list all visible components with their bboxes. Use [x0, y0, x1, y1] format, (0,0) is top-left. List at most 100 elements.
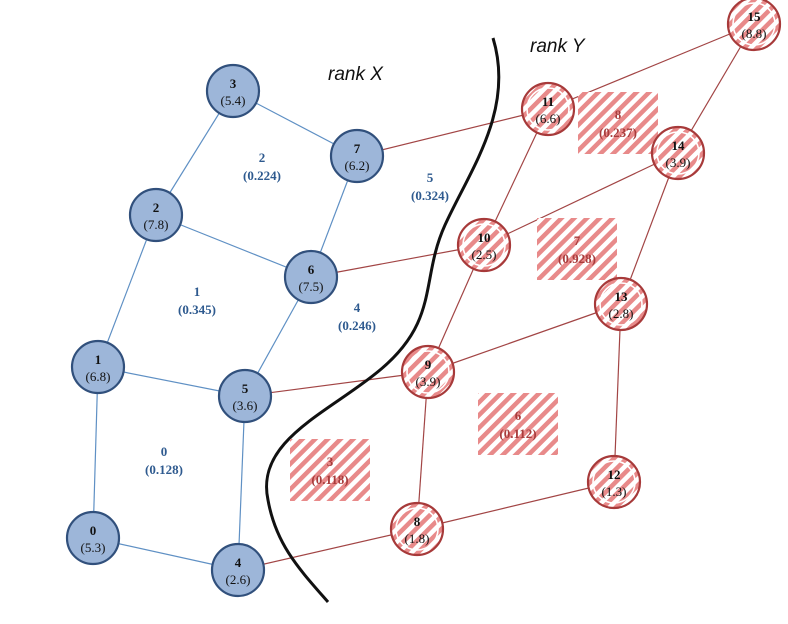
node-13-circle [593, 276, 649, 332]
face-6-id: 6 [515, 408, 522, 423]
edge-4-5 [237, 395, 246, 571]
edge-0-1 [92, 366, 99, 539]
node-12-ring [592, 460, 636, 504]
node-7: 7 (6.2) [329, 128, 385, 184]
node-1-circle [70, 339, 126, 395]
node-4-value: (2.6) [226, 572, 251, 587]
node-12-id: 12 [608, 467, 621, 482]
face-6-value: (0.112) [499, 426, 536, 441]
node-11-value: (6.6) [536, 111, 561, 126]
node-6-circle [283, 249, 339, 305]
face-5-id: 5 [427, 170, 434, 185]
node-0-value: (5.3) [81, 540, 106, 555]
node-7-value: (6.2) [345, 158, 370, 173]
node-7-circle [329, 128, 385, 184]
node-14-circle [650, 125, 706, 181]
node-15: 15 (8.8) [726, 0, 782, 52]
node-6-id: 6 [308, 262, 315, 277]
node-10-value: (2.5) [472, 247, 497, 262]
nodes: 0 (5.3) 1 (6.8) 2 (7.8) 3 (5.4) 4 (2.6) 5 (3.6) 6 (7.… [65, 0, 782, 598]
node-2-id: 2 [153, 200, 160, 215]
face-1-id: 1 [194, 284, 201, 299]
edge-12-13 [613, 303, 622, 483]
node-9-value: (3.9) [416, 374, 441, 389]
face-2: 2 (0.224) [243, 150, 281, 183]
face-6: 6 (0.112) [478, 393, 558, 455]
face-3-hatch [290, 439, 370, 501]
face-0-id: 0 [161, 444, 168, 459]
face-7-hatch [537, 218, 617, 280]
node-13-value: (2.8) [609, 306, 634, 321]
node-2-value: (7.8) [144, 217, 169, 232]
rank-boundary-curve [265, 37, 501, 603]
node-11-id: 11 [542, 94, 554, 109]
node-9-ring [406, 350, 450, 394]
face-8: 8 (0.237) [578, 92, 658, 154]
faces: 0 (0.128) 1 (0.345) 2 (0.224) 4 (0.246) 5 (0.324)… [145, 92, 658, 501]
face-4: 4 (0.246) [338, 300, 376, 333]
node-5-id: 5 [242, 381, 249, 396]
rank-x-label: rank X [328, 64, 384, 85]
node-8-id: 8 [414, 514, 421, 529]
node-9-id: 9 [425, 357, 432, 372]
face-1-value: (0.345) [178, 302, 216, 317]
node-2: 2 (7.8) [128, 187, 184, 243]
face-1: 1 (0.345) [178, 284, 216, 317]
face-4-value: (0.246) [338, 318, 376, 333]
node-11: 11 (6.6) [520, 81, 576, 137]
node-14: 14 (3.9) [650, 125, 706, 181]
face-0: 0 (0.128) [145, 444, 183, 477]
edge-7-11 [356, 108, 549, 157]
node-4-id: 4 [235, 555, 242, 570]
node-9-circle [400, 344, 456, 400]
edge-5-9 [244, 371, 429, 397]
node-13-id: 13 [615, 289, 629, 304]
node-15-ring [732, 2, 776, 46]
node-15-circle [726, 0, 782, 52]
face-3: 3 (0.118) [290, 439, 370, 501]
node-8: 8 (1.8) [389, 501, 445, 557]
node-0: 0 (5.3) [65, 510, 121, 566]
node-14-value: (3.9) [666, 155, 691, 170]
face-3-value: (0.118) [311, 472, 348, 487]
node-3: 3 (5.4) [205, 63, 261, 119]
node-12-circle [586, 454, 642, 510]
face-7: 7 (0.928) [537, 218, 617, 280]
edge-1-2 [97, 214, 157, 368]
node-4-circle [210, 542, 266, 598]
face-6-hatch [478, 393, 558, 455]
node-0-circle [65, 510, 121, 566]
face-8-id: 8 [615, 107, 622, 122]
edge-4-8 [237, 528, 418, 571]
node-5-value: (3.6) [233, 398, 258, 413]
node-8-ring [395, 507, 439, 551]
node-2-circle [128, 187, 184, 243]
node-10-id: 10 [478, 230, 491, 245]
node-15-value: (8.8) [742, 26, 767, 41]
node-9: 9 (3.9) [400, 344, 456, 400]
face-5: 5 (0.324) [411, 170, 449, 203]
node-11-circle [520, 81, 576, 137]
node-12: 12 (1.3) [586, 454, 642, 510]
node-1-value: (6.8) [86, 369, 111, 384]
face-8-value: (0.237) [599, 125, 637, 140]
edge-6-10 [310, 244, 485, 278]
rank-y-label: rank Y [530, 36, 586, 57]
face-3-id: 3 [327, 454, 334, 469]
face-4-id: 4 [354, 300, 361, 315]
node-13: 13 (2.8) [593, 276, 649, 332]
node-1-id: 1 [95, 352, 102, 367]
node-14-ring [656, 131, 700, 175]
node-13-ring [599, 282, 643, 326]
edge-10-14 [483, 152, 679, 246]
node-0-id: 0 [90, 523, 97, 538]
node-10-circle [456, 217, 512, 273]
face-2-value: (0.224) [243, 168, 281, 183]
node-11-ring [526, 87, 570, 131]
node-3-value: (5.4) [221, 93, 246, 108]
node-4: 4 (2.6) [210, 542, 266, 598]
node-3-id: 3 [230, 76, 237, 91]
edge-9-13 [427, 303, 622, 373]
node-12-value: (1.3) [602, 484, 627, 499]
